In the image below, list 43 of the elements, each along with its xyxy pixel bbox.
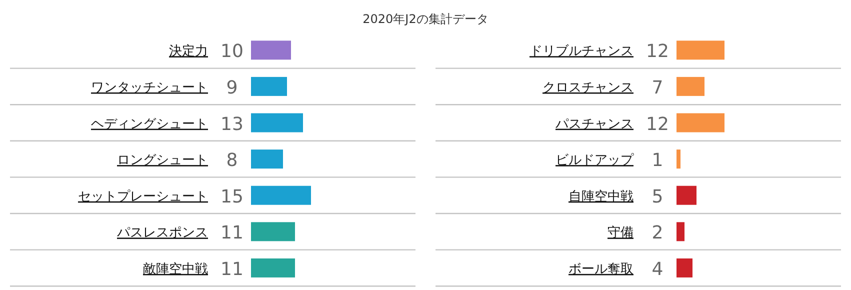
data-label: 11 (220, 258, 244, 280)
data-label: 12 (646, 41, 669, 62)
y-tick-label: 決定力 (169, 44, 208, 60)
y-tick-label: ロングシュート (117, 153, 208, 168)
bar (251, 258, 295, 278)
bar (251, 113, 303, 132)
bar (251, 222, 295, 242)
data-label: 8 (226, 150, 238, 172)
y-tick-label: ヘディングシュート (91, 116, 208, 132)
data-label: 1 (652, 150, 664, 172)
bar (676, 150, 680, 169)
text: 2020年J2の集計データ (362, 12, 488, 26)
bar (676, 222, 684, 242)
data-label: 10 (220, 41, 244, 62)
bar (676, 186, 696, 205)
bar (251, 76, 287, 96)
bar (251, 150, 283, 169)
bar (251, 186, 311, 205)
data-label: 7 (652, 77, 664, 98)
bar (251, 40, 291, 60)
y-tick-label: セットプレーシュート (78, 189, 208, 204)
bar (676, 40, 724, 60)
data-label: 5 (652, 186, 664, 208)
data-label: 13 (220, 114, 244, 135)
data-label: 4 (652, 258, 664, 280)
bar (676, 258, 692, 278)
bar (676, 76, 704, 96)
y-tick-label: クロスチャンス (542, 80, 634, 96)
bar (676, 113, 724, 132)
data-label: 12 (646, 114, 669, 135)
y-tick-label: 守備 (608, 226, 634, 241)
y-tick-label: ドリブルチャンス (530, 44, 634, 60)
y-tick-label: ビルドアップ (556, 153, 634, 168)
y-tick-label: 敵陣空中戦 (143, 262, 208, 277)
y-tick-label: パスチャンス (554, 116, 634, 132)
data-label: 15 (220, 186, 244, 208)
y-tick-label: ボール奪取 (568, 262, 634, 277)
y-tick-label: パスレスポンス (116, 226, 208, 241)
data-label: 11 (220, 222, 244, 244)
y-tick-label: ワンタッチシュート (91, 80, 208, 96)
y-tick-label: 自陣空中戦 (568, 189, 634, 204)
data-label: 2 (652, 222, 664, 244)
data-label: 9 (226, 77, 238, 98)
